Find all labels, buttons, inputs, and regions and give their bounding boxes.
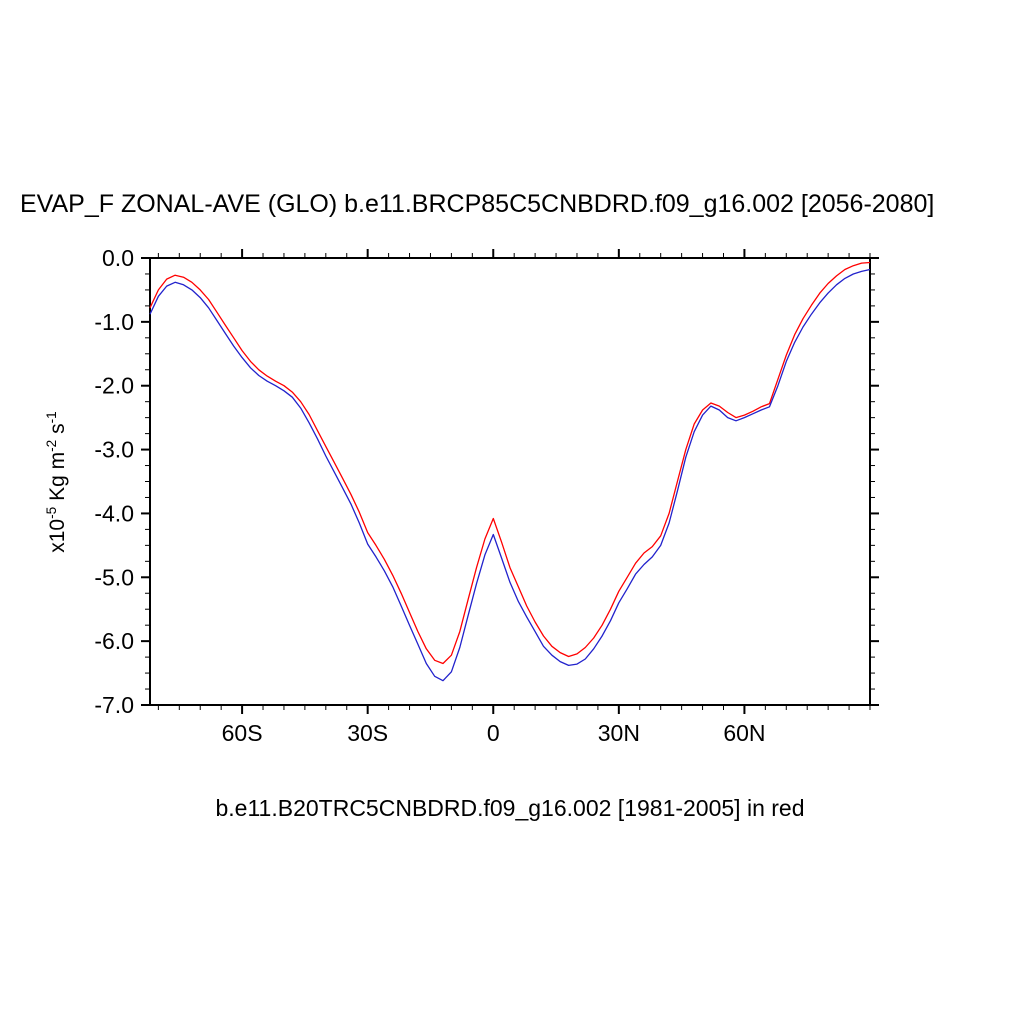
y-tick-label: -7.0 [94, 692, 134, 718]
y-tick-label: -3.0 [94, 437, 134, 463]
y-tick-label: -5.0 [94, 564, 134, 590]
x-tick-label: 60N [723, 720, 765, 746]
x-tick-label: 30N [598, 720, 640, 746]
y-tick-label: -4.0 [94, 500, 134, 526]
chart-title: EVAP_F ZONAL-AVE (GLO) b.e11.BRCP85C5CNB… [20, 190, 935, 218]
x-tick-label: 0 [487, 720, 500, 746]
x-tick-label: 30S [347, 720, 388, 746]
y-tick-label: -2.0 [94, 373, 134, 399]
y-tick-label: -1.0 [94, 309, 134, 335]
plot-frame [149, 257, 871, 706]
series-line-1 [149, 268, 871, 682]
y-tick-label: -6.0 [94, 628, 134, 654]
series-line-0 [149, 261, 871, 665]
chart-subtitle: b.e11.B20TRC5CNBDRD.f09_g16.002 [1981-20… [215, 795, 805, 821]
x-tick-label: 60S [222, 720, 263, 746]
y-tick-label: 0.0 [102, 245, 134, 271]
